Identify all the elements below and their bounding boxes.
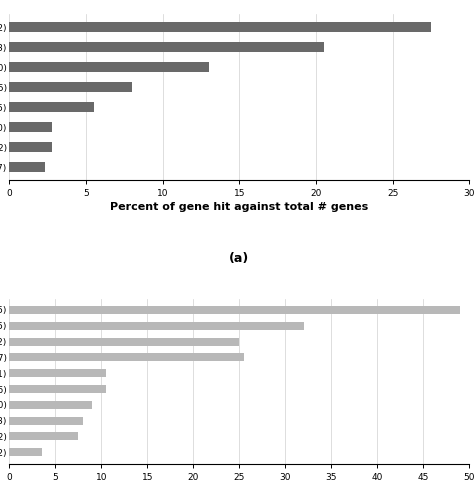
- Text: (a): (a): [229, 252, 249, 265]
- X-axis label: Percent of gene hit against total # genes: Percent of gene hit against total # gene…: [110, 202, 368, 212]
- Bar: [9, 432, 78, 440]
- Bar: [9, 42, 324, 52]
- Bar: [9, 122, 53, 132]
- Bar: [9, 82, 132, 92]
- Bar: [9, 354, 244, 361]
- Bar: [9, 338, 239, 345]
- Bar: [9, 22, 431, 32]
- Bar: [9, 448, 42, 456]
- Bar: [9, 369, 106, 377]
- Bar: [9, 142, 53, 152]
- Bar: [9, 102, 94, 112]
- Bar: [9, 417, 83, 425]
- Bar: [9, 385, 106, 393]
- Bar: [9, 162, 45, 172]
- Bar: [9, 306, 460, 314]
- Bar: [9, 322, 304, 330]
- Bar: [9, 401, 92, 409]
- Bar: [9, 62, 209, 72]
